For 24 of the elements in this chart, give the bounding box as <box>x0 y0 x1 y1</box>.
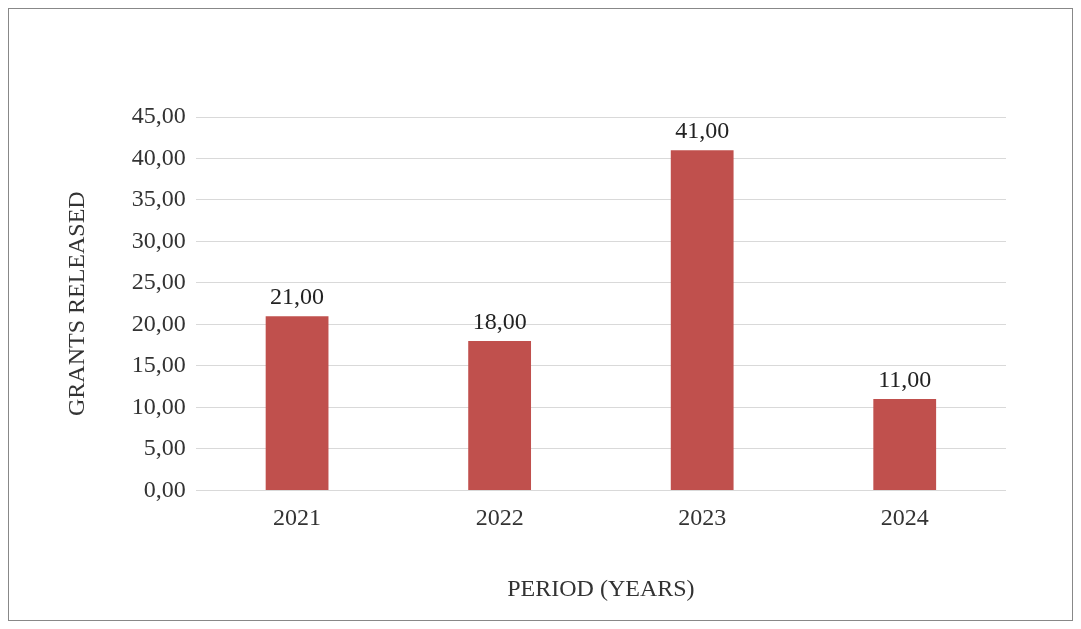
y-tick-label: 35,00 <box>131 185 186 212</box>
x-tick-label: 2021 <box>273 504 322 531</box>
y-tick-label: 30,00 <box>131 226 186 253</box>
x-axis-title: PERIOD (YEARS) <box>507 574 695 601</box>
y-tick-label: 45,00 <box>131 102 186 129</box>
data-label: 41,00 <box>675 117 730 144</box>
bar <box>670 150 734 490</box>
y-tick-label: 0,00 <box>143 475 186 502</box>
y-tick-label: 15,00 <box>131 351 186 378</box>
bar <box>265 316 329 490</box>
data-label: 21,00 <box>270 283 325 310</box>
y-tick-label: 20,00 <box>131 309 186 336</box>
data-label: 18,00 <box>472 308 527 335</box>
bar <box>873 399 937 490</box>
y-tick-label: 5,00 <box>143 434 186 461</box>
y-tick-label: 40,00 <box>131 143 186 170</box>
bar <box>468 341 532 490</box>
y-axis-title: GRANTS RELEASED <box>62 191 89 417</box>
y-tick-label: 10,00 <box>131 392 186 419</box>
x-tick-label: 2023 <box>678 504 727 531</box>
y-tick-label: 25,00 <box>131 268 186 295</box>
x-tick-label: 2022 <box>475 504 524 531</box>
x-tick-label: 2024 <box>880 504 929 531</box>
data-label: 11,00 <box>878 366 932 393</box>
